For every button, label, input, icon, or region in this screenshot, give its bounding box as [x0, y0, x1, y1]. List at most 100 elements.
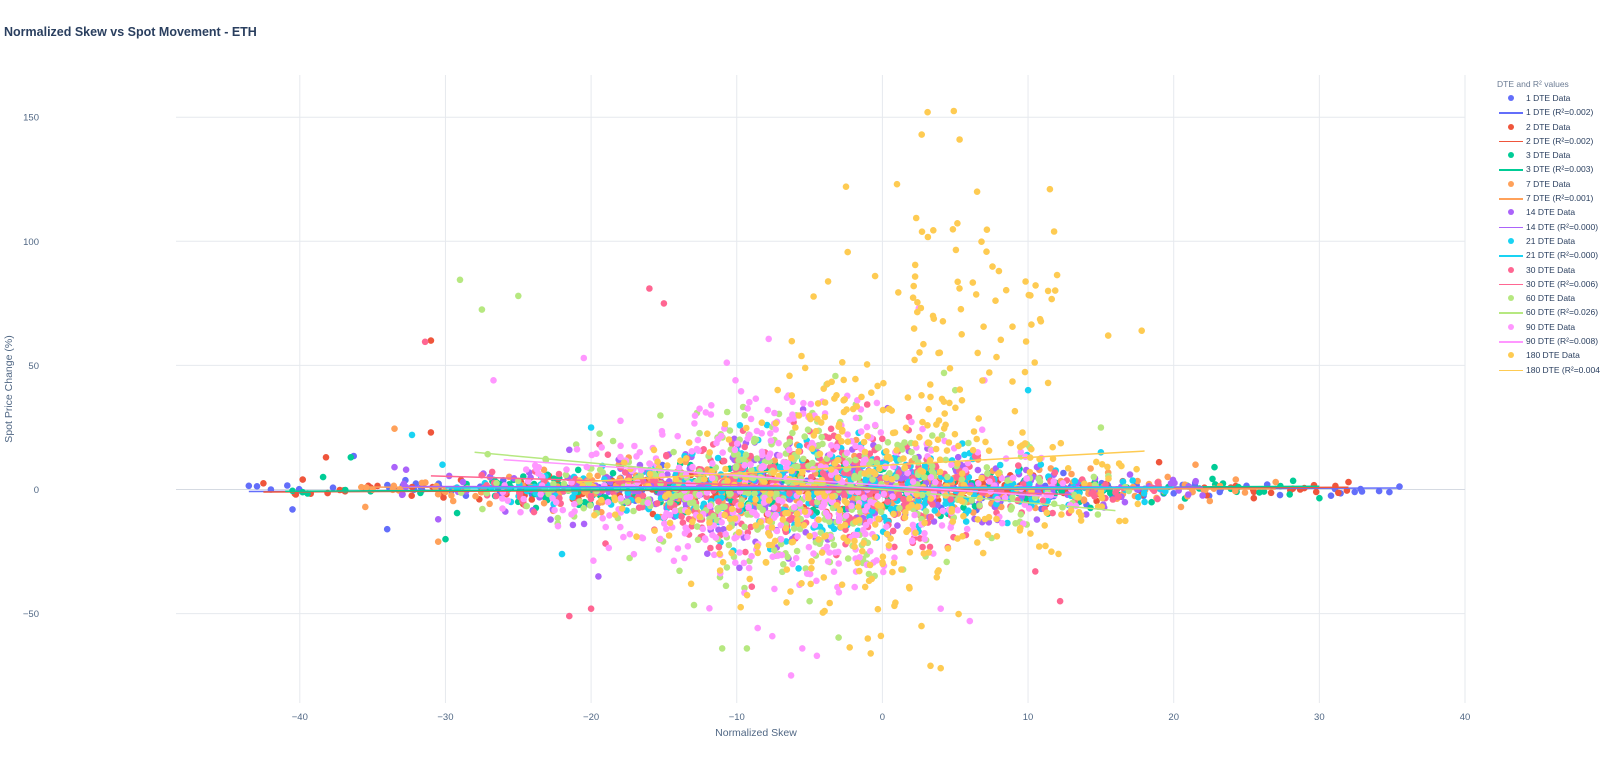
legend-item[interactable]: 7 DTE Data [1497, 177, 1600, 191]
data-point [681, 554, 688, 562]
data-point [854, 503, 862, 511]
legend-item[interactable]: 2 DTE Data [1497, 120, 1600, 134]
data-point [1396, 483, 1403, 490]
data-point [763, 421, 771, 429]
data-point [940, 425, 948, 432]
data-point [844, 555, 852, 562]
data-point [609, 469, 617, 477]
data-point [745, 504, 752, 511]
data-point [793, 510, 801, 517]
data-point [866, 561, 874, 569]
data-point [789, 560, 796, 568]
legend-line-swatch [1499, 369, 1523, 372]
data-point [888, 407, 895, 414]
data-point [718, 645, 726, 652]
legend-item[interactable]: 30 DTE (R²=0.006) [1497, 277, 1600, 291]
data-point [772, 426, 779, 433]
legend-item[interactable]: 3 DTE (R²=0.003) [1497, 162, 1600, 176]
data-point [922, 508, 930, 515]
data-point [1154, 495, 1161, 503]
legend-item-label: 2 DTE Data [1526, 121, 1571, 132]
data-point [773, 527, 781, 535]
legend-line-swatch [1499, 169, 1523, 171]
data-point [547, 516, 554, 523]
data-point [1049, 509, 1056, 517]
data-point [1316, 494, 1323, 502]
data-point [694, 536, 702, 544]
legend-item[interactable]: 14 DTE (R²=0.000) [1497, 220, 1600, 234]
data-point [682, 455, 690, 462]
legend-item[interactable]: 2 DTE (R²=0.002) [1497, 134, 1600, 148]
legend-item[interactable]: 21 DTE Data [1497, 234, 1600, 248]
data-point [940, 369, 948, 377]
legend-item[interactable]: 14 DTE Data [1497, 205, 1600, 219]
y-tick-label: 0 [34, 485, 39, 496]
data-point [976, 502, 983, 509]
data-point [927, 662, 934, 670]
data-point [946, 365, 954, 372]
data-point [1072, 502, 1080, 510]
data-point [434, 490, 442, 498]
data-point [1009, 474, 1017, 482]
legend-item[interactable]: 180 DTE (R²=0.004) [1497, 363, 1600, 377]
data-point [893, 447, 900, 454]
data-point [699, 525, 707, 533]
legend-item[interactable]: 30 DTE Data [1497, 263, 1600, 277]
data-point [1080, 497, 1088, 504]
data-point [925, 405, 932, 413]
data-point [754, 549, 762, 557]
legend-item[interactable]: 60 DTE Data [1497, 291, 1600, 305]
data-point [800, 522, 808, 529]
data-point [1093, 458, 1100, 466]
legend-item[interactable]: 3 DTE Data [1497, 148, 1600, 162]
data-point [741, 523, 748, 531]
data-point [815, 536, 822, 543]
data-point [883, 448, 890, 455]
legend-item[interactable]: 1 DTE (R²=0.002) [1497, 105, 1600, 119]
legend-item[interactable]: 7 DTE (R²=0.001) [1497, 191, 1600, 205]
data-point [914, 308, 921, 316]
data-point [780, 561, 787, 568]
data-point [832, 372, 839, 380]
data-point [998, 519, 1006, 527]
data-point [944, 545, 952, 552]
data-point [722, 465, 729, 473]
legend-item[interactable]: 60 DTE (R²=0.026) [1497, 305, 1600, 319]
data-point [737, 388, 745, 395]
data-point [919, 418, 926, 426]
legend-item[interactable]: 1 DTE Data [1497, 91, 1600, 105]
data-point [912, 214, 920, 222]
data-point [941, 410, 948, 417]
data-point [664, 471, 671, 478]
data-point [911, 261, 919, 269]
legend-item-label: 7 DTE Data [1526, 178, 1571, 189]
data-point [743, 645, 751, 652]
data-point [795, 565, 802, 572]
legend-item[interactable]: 90 DTE Data [1497, 320, 1600, 334]
data-point [795, 412, 803, 419]
legend-item[interactable]: 90 DTE (R²=0.008) [1497, 334, 1600, 348]
data-point [949, 226, 957, 233]
data-point [852, 414, 860, 422]
data-point [1014, 468, 1022, 475]
data-point [928, 462, 936, 470]
legend-item[interactable]: 180 DTE Data [1497, 348, 1600, 362]
data-point [626, 530, 634, 538]
data-point [742, 548, 749, 556]
data-point [347, 454, 355, 461]
data-point [857, 428, 865, 435]
data-point [644, 499, 651, 507]
legend-marker-symbol [1497, 148, 1527, 162]
legend-dot-swatch [1508, 180, 1514, 187]
data-point [1050, 500, 1058, 508]
data-point [943, 558, 950, 566]
data-point [523, 502, 530, 510]
data-point [718, 519, 725, 526]
data-point [864, 503, 871, 510]
data-point [859, 547, 866, 555]
data-point [866, 547, 874, 555]
legend-item[interactable]: 21 DTE (R²=0.000) [1497, 248, 1600, 262]
legend-marker-symbol [1497, 120, 1527, 134]
data-point [646, 470, 654, 478]
